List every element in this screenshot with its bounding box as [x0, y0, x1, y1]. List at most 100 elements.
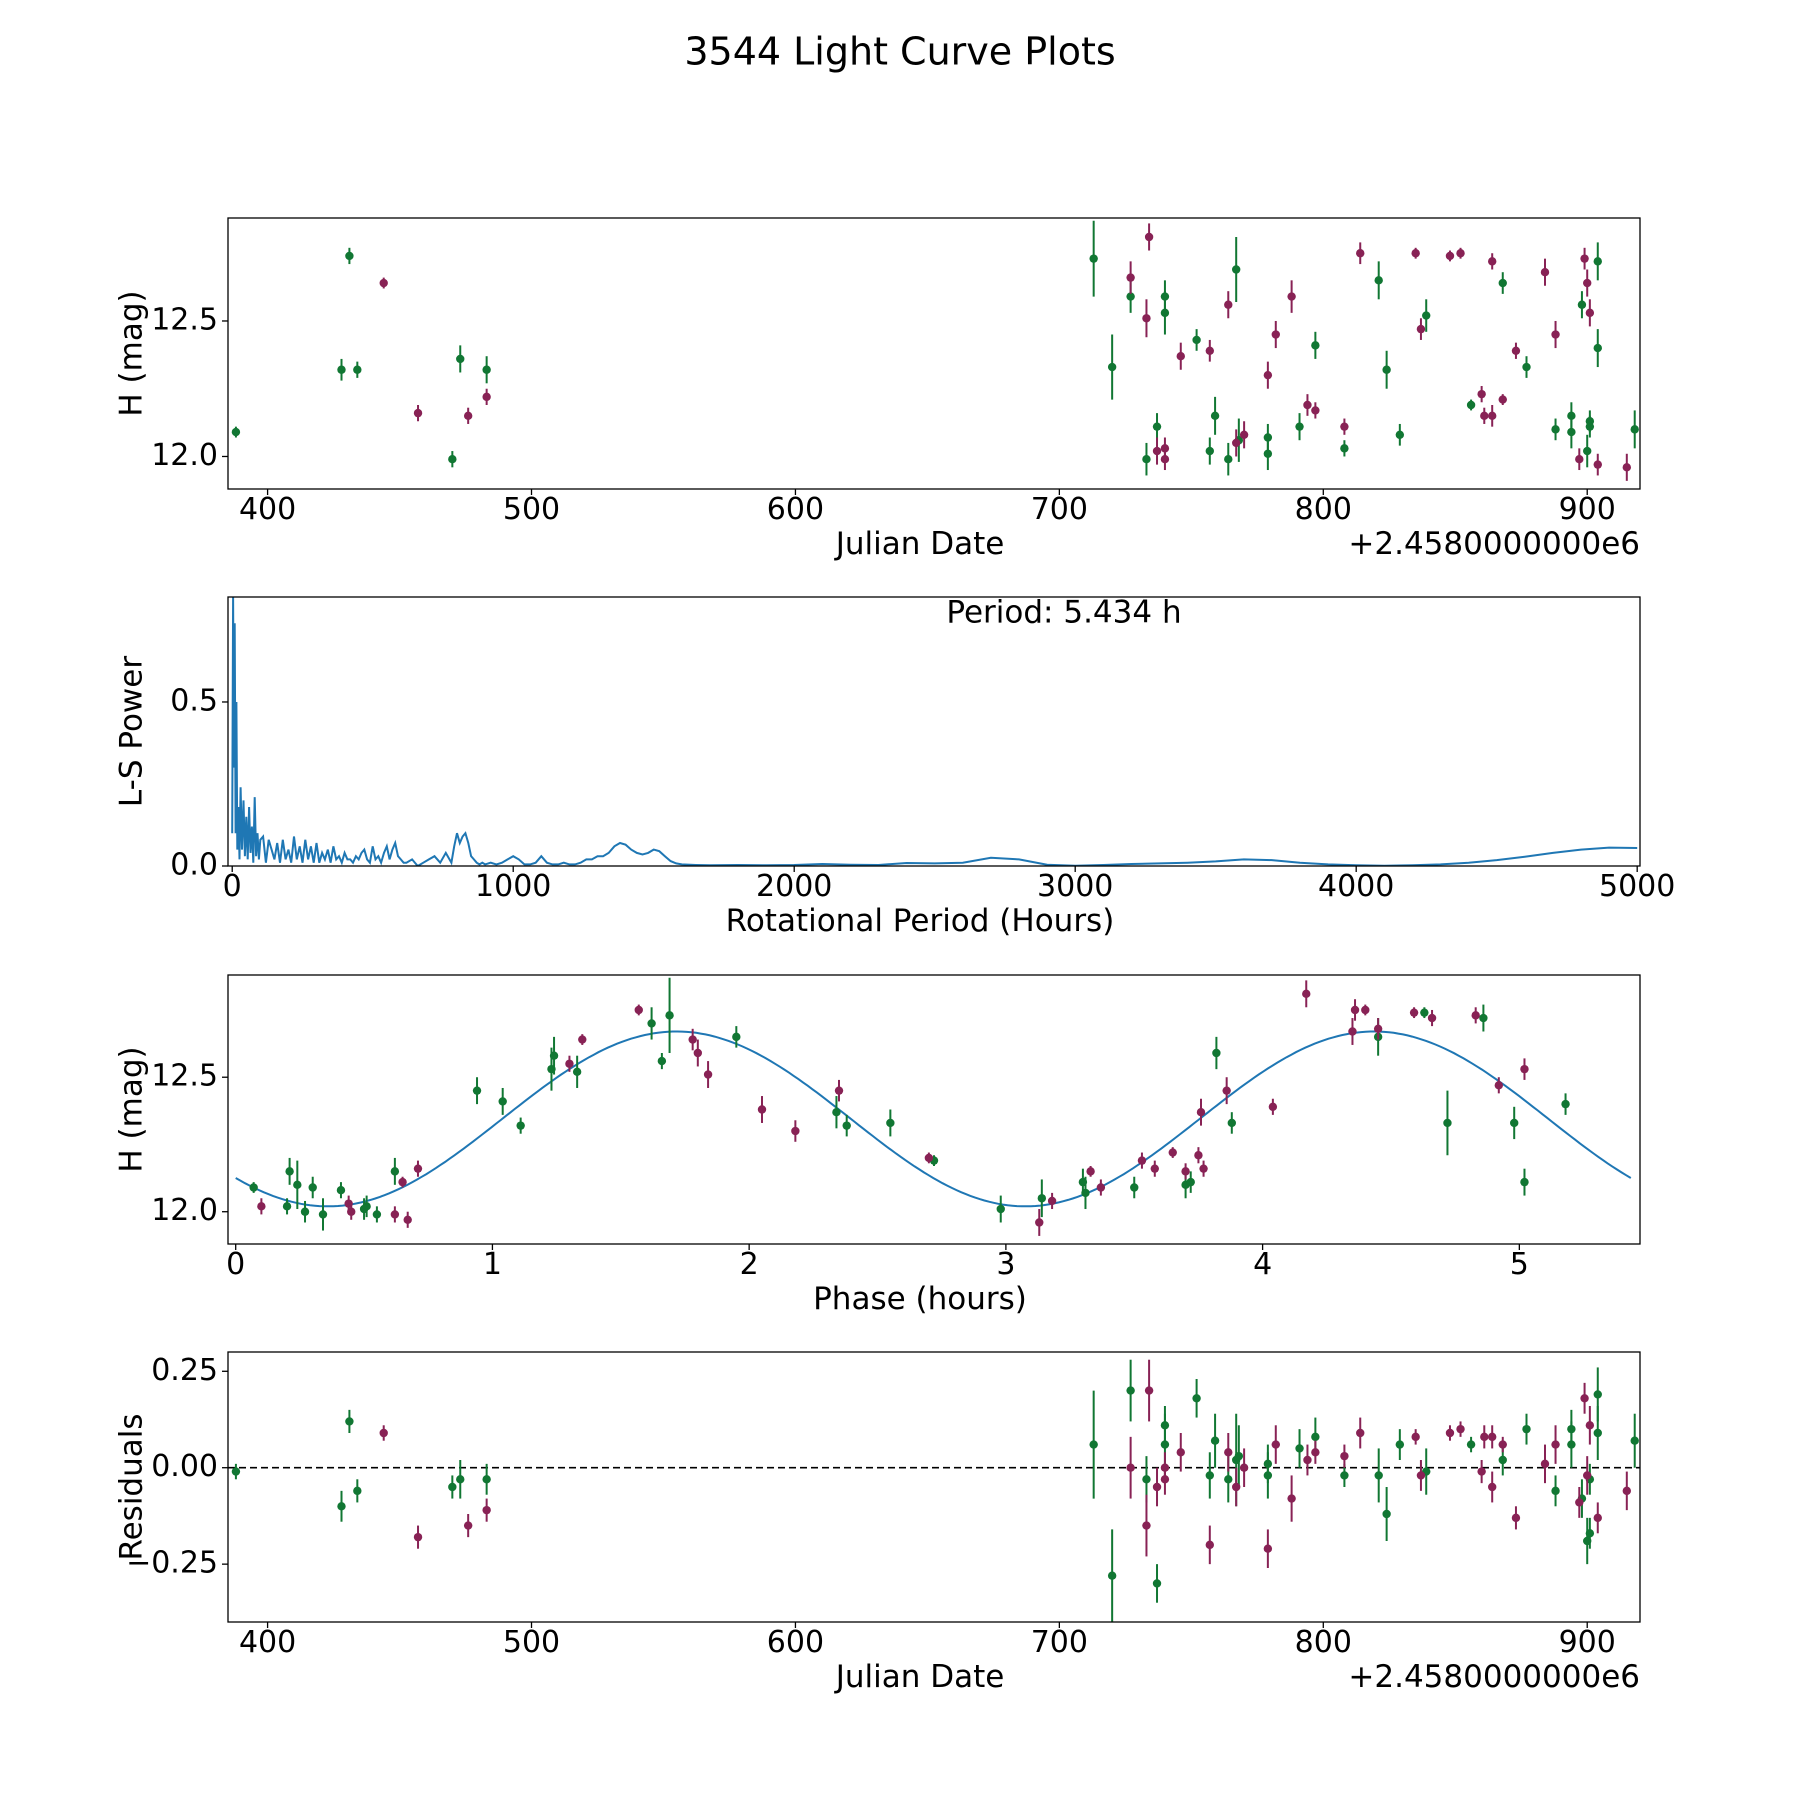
data-point-r — [1575, 454, 1584, 464]
data-point-g — [1374, 276, 1383, 285]
data-point-r — [1035, 1218, 1044, 1227]
data-point-r — [1311, 1448, 1320, 1457]
x-tick-label: 500 — [503, 1625, 560, 1660]
x-axis-label: Rotational Period (Hours) — [726, 903, 1115, 939]
data-point-r — [1096, 1183, 1106, 1192]
data-point-r — [1411, 249, 1420, 258]
data-point-g — [448, 1482, 457, 1492]
data-point-g — [1340, 1471, 1349, 1480]
data-point-g — [318, 1210, 328, 1219]
x-tick-label: 5000 — [1599, 869, 1675, 904]
periodogram-line — [231, 597, 1638, 866]
data-point-g — [456, 354, 465, 364]
data-point-g — [285, 1167, 294, 1176]
data-point-r — [1593, 1513, 1602, 1523]
data-point-r — [1205, 1540, 1215, 1550]
data-point-g — [1186, 1177, 1195, 1187]
data-point-r — [1445, 1428, 1455, 1438]
data-point-g — [498, 1097, 507, 1106]
data-point-g — [293, 1180, 302, 1190]
data-point-g — [345, 251, 354, 261]
data-point-g — [1234, 1451, 1244, 1461]
data-point-g — [353, 1486, 362, 1496]
data-point-g — [390, 1167, 400, 1176]
data-point-g — [1311, 1432, 1320, 1442]
data-point-r — [1511, 1513, 1521, 1523]
data-point-r — [1498, 395, 1507, 404]
x-tick-label: 1000 — [475, 869, 551, 904]
data-point-g — [456, 1475, 465, 1484]
data-point-r — [379, 1428, 388, 1438]
data-point-r — [1239, 430, 1249, 439]
data-point-r — [1176, 352, 1185, 361]
data-point-r — [1575, 1498, 1584, 1507]
data-point-r — [1287, 292, 1296, 301]
data-point-r — [1583, 1471, 1592, 1480]
data-point-r — [1488, 411, 1497, 421]
panel-resid: 400 500 600 700 800 900 0.25 0.00 −0.25 Julian Da… — [114, 1351, 1641, 1695]
data-point-r — [1585, 1421, 1595, 1430]
x-tick-label: 600 — [767, 1625, 824, 1660]
data-point-g — [1382, 365, 1391, 374]
data-point-r — [1456, 249, 1465, 258]
data-point-r — [1416, 1471, 1426, 1480]
y-tick-label: 12.5 — [151, 1059, 218, 1094]
data-point-g — [1160, 308, 1170, 318]
data-point-g — [1443, 1118, 1452, 1128]
data-point-g — [1205, 446, 1215, 456]
data-point-g — [1420, 1008, 1429, 1017]
data-point-r — [1622, 463, 1632, 472]
y-tick-label: 12.0 — [151, 438, 218, 473]
x-tick-label: 400 — [239, 1625, 296, 1660]
y-tick-label: 0.5 — [170, 683, 218, 718]
plot-area-lc — [231, 220, 1639, 481]
data-point-r — [1231, 1482, 1241, 1492]
data-point-r — [791, 1126, 800, 1136]
x-tick-label: 600 — [767, 492, 824, 527]
data-point-r — [1142, 314, 1151, 323]
x-tick-label: 2000 — [756, 869, 832, 904]
data-point-g — [1107, 1571, 1117, 1580]
data-point-g — [1422, 311, 1431, 320]
data-point-g — [1160, 1440, 1170, 1449]
data-point-g — [1081, 1188, 1090, 1198]
y-axis-label: H (mag) — [114, 1046, 150, 1172]
data-point-r — [1047, 1196, 1057, 1206]
data-point-g — [482, 365, 491, 374]
x-tick-label: 800 — [1295, 1625, 1352, 1660]
data-point-r — [1373, 1024, 1383, 1034]
data-point-r — [1551, 330, 1560, 339]
data-point-r — [1303, 1455, 1312, 1465]
data-point-r — [1152, 446, 1162, 456]
data-point-g — [516, 1121, 525, 1130]
data-point-g — [665, 1011, 674, 1020]
data-point-g — [249, 1183, 258, 1192]
data-point-r — [1126, 273, 1135, 282]
x-tick-label: 700 — [1031, 492, 1088, 527]
y-tick-label: 12.0 — [151, 1193, 218, 1228]
data-point-r — [390, 1210, 400, 1219]
x-axis-label: Julian Date — [834, 1659, 1005, 1695]
data-point-r — [1494, 1081, 1504, 1090]
axes-frame — [227, 596, 1641, 867]
data-point-r — [1263, 370, 1273, 380]
data-point-g — [549, 1051, 559, 1060]
data-point-g — [1227, 1118, 1237, 1128]
data-point-g — [1107, 362, 1117, 372]
data-point-g — [1089, 254, 1098, 263]
x-tick-label: 2 — [740, 1247, 759, 1282]
data-point-r — [565, 1059, 574, 1068]
data-point-g — [282, 1202, 292, 1211]
y-axis-label: H (mag) — [114, 290, 150, 416]
data-point-g — [300, 1207, 310, 1216]
data-point-g — [996, 1204, 1005, 1214]
data-point-g — [1192, 1394, 1201, 1403]
data-point-g — [231, 427, 241, 437]
data-point-r — [413, 1164, 423, 1173]
data-point-g — [1210, 411, 1220, 421]
data-point-g — [1466, 400, 1476, 410]
data-point-g — [1585, 422, 1595, 431]
data-point-r — [1551, 1440, 1560, 1449]
data-point-r — [1181, 1167, 1190, 1176]
data-point-r — [1427, 1013, 1437, 1023]
